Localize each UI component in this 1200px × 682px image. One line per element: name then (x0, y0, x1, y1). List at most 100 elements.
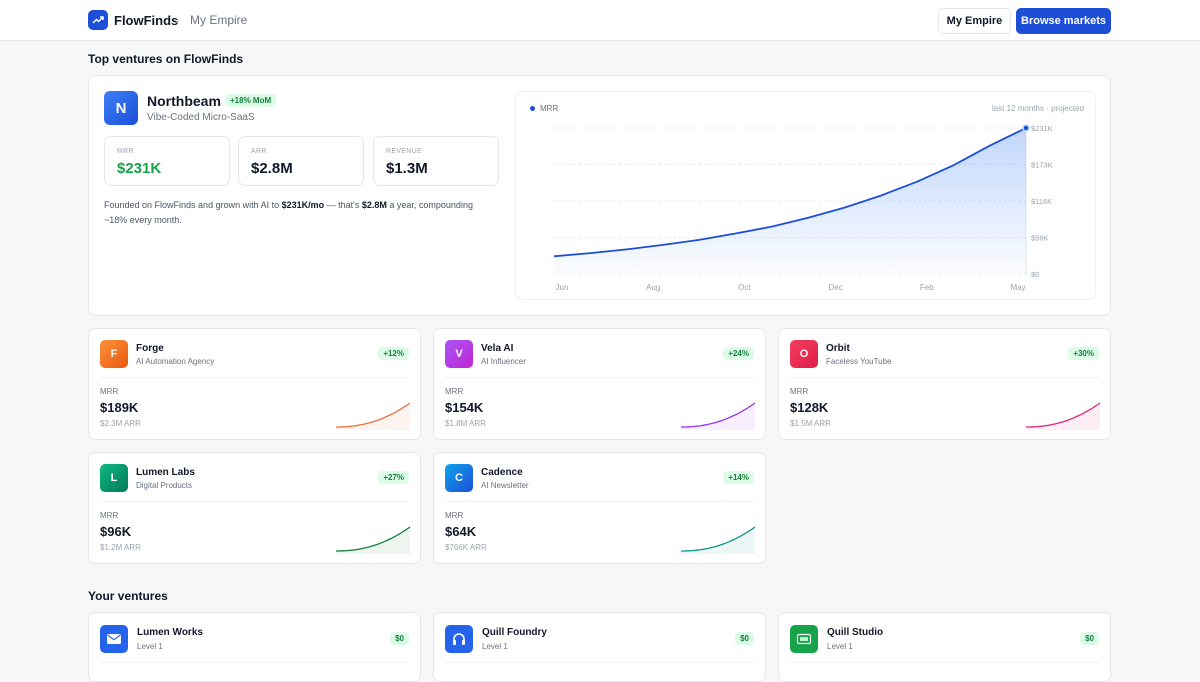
sparkline-area (1026, 403, 1100, 430)
chart-legend: MRR (530, 104, 558, 113)
growth-badge: +27% (378, 471, 409, 484)
venture-avatar: V (445, 340, 473, 368)
arr-value: $2.3M ARR (100, 419, 141, 428)
venture-name: Quill Studio (827, 627, 884, 638)
venture-avatar: C (445, 464, 473, 492)
x-tick-label: Jun (556, 283, 569, 292)
sparkline-area (681, 527, 755, 554)
stat-arr: ARR $2.8M (238, 136, 364, 186)
mrr-value: $189K (100, 400, 139, 415)
growth-badge: +12% (378, 347, 409, 360)
venture-level: Level 1 (482, 642, 508, 651)
growth-badge: +30% (1068, 347, 1099, 360)
divider (445, 662, 754, 663)
venture-level: Level 1 (137, 642, 163, 651)
stat-value: $231K (117, 160, 162, 177)
your-venture-card[interactable]: Quill Foundry Level 1 $0 (433, 612, 766, 682)
venture-avatar: N (104, 91, 138, 125)
featured-venture-card[interactable]: N Northbeam +18% MoM Vibe-Coded Micro-Sa… (88, 75, 1111, 316)
venture-category: Faceless YouTube (826, 357, 892, 366)
stat-label: ARR (251, 148, 267, 155)
breadcrumb: My Empire (190, 13, 248, 27)
venture-card[interactable]: F Forge AI Automation Agency +12% MRR $1… (88, 328, 421, 440)
sparkline-area (681, 403, 755, 430)
sparkline-line (336, 526, 411, 552)
legend-label: MRR (540, 104, 559, 113)
venture-name: Lumen Labs (136, 467, 195, 478)
desc-text: a year, compounding ~18% every month. (104, 200, 473, 225)
mrr-area (554, 128, 1026, 274)
trending-up-icon[interactable] (88, 10, 108, 30)
sparkline (336, 402, 411, 430)
mail-icon (100, 625, 128, 653)
y-tick-label: $0 (1031, 270, 1039, 279)
stat-value: $2.8M (251, 160, 293, 177)
venture-description: Founded on FlowFinds and grown with AI t… (104, 198, 484, 228)
y-tick-label: $116K (1031, 197, 1052, 206)
desc-text: — that's (324, 200, 362, 210)
growth-badge: +18% MoM (225, 94, 277, 107)
venture-level: Level 1 (827, 642, 853, 651)
sparkline-line (681, 402, 756, 428)
divider (100, 377, 409, 378)
arr-value: $1.5M ARR (790, 419, 831, 428)
venture-name: Northbeam (147, 93, 221, 109)
divider (790, 662, 1099, 663)
chart-subtitle: last 12 months · projected (991, 104, 1084, 113)
revenue-badge: $0 (1080, 632, 1099, 645)
legend-dot (530, 106, 535, 111)
mrr-chart-svg: $231K $173K $116K $58K $0 Jun Aug Oct Dec Feb May (553, 124, 1053, 292)
growth-badge: +24% (723, 347, 754, 360)
stat-label: REVENUE (386, 148, 422, 155)
venture-card[interactable]: V Vela AI AI Influencer +24% MRR $154K $… (433, 328, 766, 440)
latest-point (1022, 124, 1030, 132)
venture-name: Vela AI (481, 343, 514, 354)
venture-name: Forge (136, 343, 164, 354)
sparkline (1026, 402, 1101, 430)
venture-name: Orbit (826, 343, 850, 354)
desc-arr: $2.8M (361, 200, 387, 210)
venture-card[interactable]: O Orbit Faceless YouTube +30% MRR $128K … (778, 328, 1111, 440)
your-venture-card[interactable]: Lumen Works Level 1 $0 (88, 612, 421, 682)
revenue-badge: $0 (390, 632, 409, 645)
sparkline-area (336, 527, 410, 554)
sparkline-area (336, 403, 410, 430)
sparkline (681, 402, 756, 430)
venture-card[interactable]: C Cadence AI Newsletter +14% MRR $64K $7… (433, 452, 766, 564)
top-ventures-title: Top ventures on FlowFinds (88, 52, 244, 66)
venture-name: Quill Foundry (482, 627, 547, 638)
mrr-value: $96K (100, 524, 132, 539)
mrr-value: $64K (445, 524, 477, 539)
mrr-label: MRR (445, 387, 464, 396)
venture-category: AI Influencer (481, 357, 526, 366)
top-bar: FlowFinds › My Empire My Empire Browse m… (0, 0, 1200, 41)
sparkline (336, 526, 411, 554)
brand-name[interactable]: FlowFinds (114, 13, 179, 28)
my-empire-button[interactable]: My Empire (938, 8, 1011, 34)
arr-value: $1.2M ARR (100, 543, 141, 552)
your-ventures-title: Your ventures (88, 589, 168, 603)
venture-name: Lumen Works (137, 627, 203, 638)
sparkline (681, 526, 756, 554)
mrr-chart: MRR last 12 months · projected $231K $173… (515, 91, 1096, 300)
video-icon (790, 625, 818, 653)
x-tick-label: Feb (920, 283, 934, 292)
revenue-badge: $0 (735, 632, 754, 645)
mrr-label: MRR (445, 511, 464, 520)
browse-markets-button[interactable]: Browse markets (1016, 8, 1111, 34)
your-venture-card[interactable]: Quill Studio Level 1 $0 (778, 612, 1111, 682)
divider (445, 501, 754, 502)
venture-card[interactable]: L Lumen Labs Digital Products +27% MRR $… (88, 452, 421, 564)
venture-name: Cadence (481, 467, 523, 478)
venture-category: Digital Products (136, 481, 193, 490)
x-tick-label: May (1010, 283, 1025, 292)
sparkline-line (1026, 402, 1101, 428)
sparkline-line (336, 402, 411, 428)
stat-mrr: MRR $231K (104, 136, 230, 186)
y-tick-label: $173K (1031, 161, 1053, 170)
arr-value: $1.8M ARR (445, 419, 486, 428)
venture-category: AI Newsletter (481, 481, 529, 490)
x-tick-label: Oct (738, 283, 751, 292)
divider (790, 377, 1099, 378)
chevron-right-icon: › (175, 12, 180, 27)
